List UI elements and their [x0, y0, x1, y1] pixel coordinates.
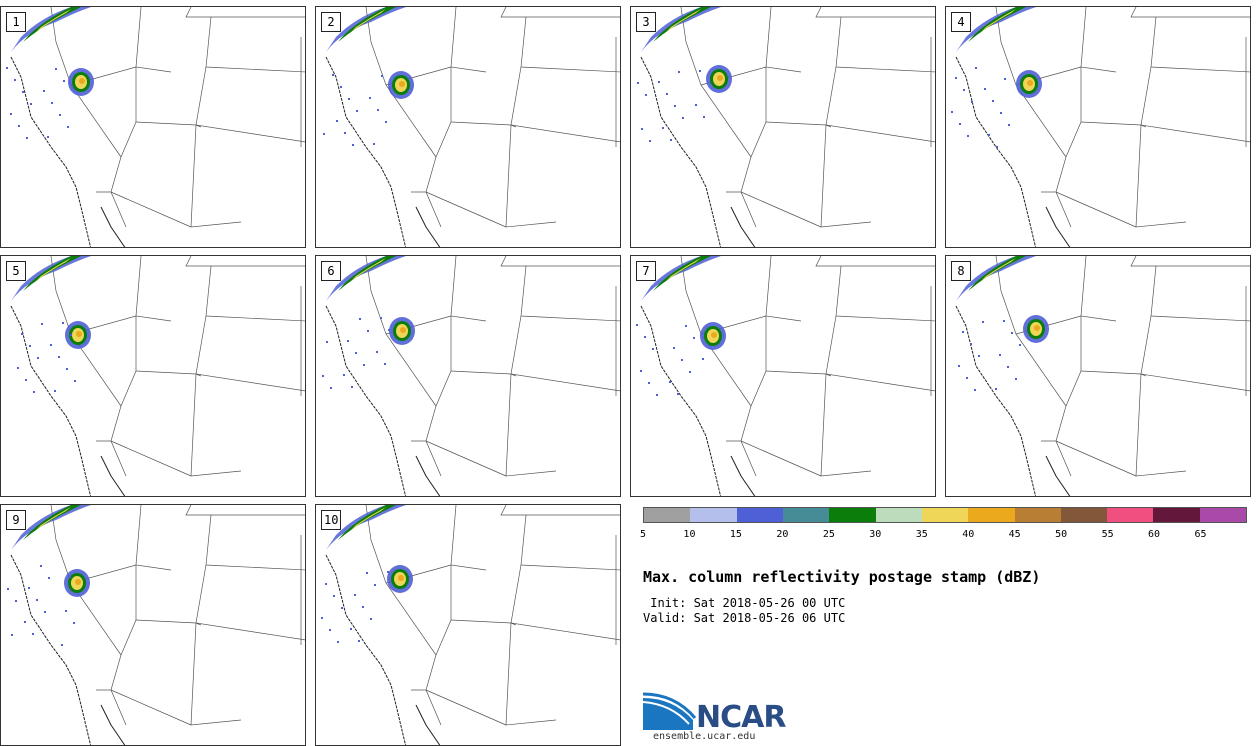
colorbar-tick-label: 15 — [729, 529, 742, 540]
init-time: Init: Sat 2018-05-26 00 UTC — [643, 596, 846, 610]
colorbar-segment — [1014, 508, 1061, 522]
ensemble-member-panel: 5 — [0, 255, 306, 497]
member-number-label: 8 — [951, 261, 971, 281]
ensemble-member-panel: 8 — [945, 255, 1251, 497]
colorbar-tick-label: 20 — [776, 529, 789, 540]
member-number-label: 7 — [636, 261, 656, 281]
colorbar-tick-label: 45 — [1008, 529, 1021, 540]
colorbar-tick-label: 40 — [962, 529, 975, 540]
colorbar-segment — [1060, 508, 1108, 522]
colorbar-segment — [690, 508, 737, 522]
ensemble-member-panel: 3 — [630, 6, 936, 248]
colorbar-tick-label: 10 — [683, 529, 696, 540]
valid-time: Valid: Sat 2018-05-26 06 UTC — [643, 611, 846, 625]
ensemble-member-panel: 6 — [315, 255, 621, 497]
colorbar-segment — [829, 508, 876, 522]
colorbar-segment — [1153, 508, 1200, 522]
member-number-label: 10 — [321, 510, 342, 530]
ensemble-member-panel: 7 — [630, 255, 936, 497]
colorbar-tick-label: 65 — [1194, 529, 1207, 540]
ensemble-member-panel: 9 — [0, 504, 306, 746]
figure-title: Max. column reflectivity postage stamp (… — [643, 568, 1041, 586]
colorbar-tick-label: 30 — [869, 529, 882, 540]
colorbar-ticks: 5 10 15 20 25 30 35 40 45 50 55 60 65 — [639, 529, 1247, 543]
logo-wordmark: NCAR — [696, 700, 786, 735]
colorbar-segment — [1199, 508, 1247, 522]
colorbar-tick-label: 55 — [1101, 529, 1114, 540]
member-number-label: 5 — [6, 261, 26, 281]
colorbar-tick-label: 5 — [639, 529, 647, 540]
colorbar-segment — [875, 508, 922, 522]
ensemble-member-panel: 1 — [0, 6, 306, 248]
member-number-label: 9 — [6, 510, 26, 530]
colorbar-segment — [968, 508, 1015, 522]
reflectivity-colorbar — [643, 507, 1247, 523]
colorbar-segment — [644, 508, 691, 522]
member-number-label: 1 — [6, 12, 26, 32]
colorbar-segment — [1107, 508, 1154, 522]
colorbar-segment — [736, 508, 783, 522]
colorbar-tick-label: 25 — [822, 529, 835, 540]
colorbar-segment — [782, 508, 830, 522]
member-number-label: 3 — [636, 12, 656, 32]
logo-url: ensemble.ucar.edu — [653, 731, 756, 742]
colorbar-tick-label: 35 — [915, 529, 928, 540]
colorbar-segment — [921, 508, 969, 522]
ensemble-member-panel: 2 — [315, 6, 621, 248]
member-number-label: 2 — [321, 12, 341, 32]
member-number-label: 4 — [951, 12, 971, 32]
ncar-logo-icon — [643, 692, 697, 730]
time-info: Init: Sat 2018-05-26 00 UTC Valid: Sat 2… — [643, 596, 845, 626]
ensemble-member-panel: 4 — [945, 6, 1251, 248]
colorbar-tick-label: 50 — [1055, 529, 1068, 540]
member-number-label: 6 — [321, 261, 341, 281]
colorbar-tick-label: 60 — [1148, 529, 1161, 540]
ensemble-member-panel: 10 — [315, 504, 621, 746]
